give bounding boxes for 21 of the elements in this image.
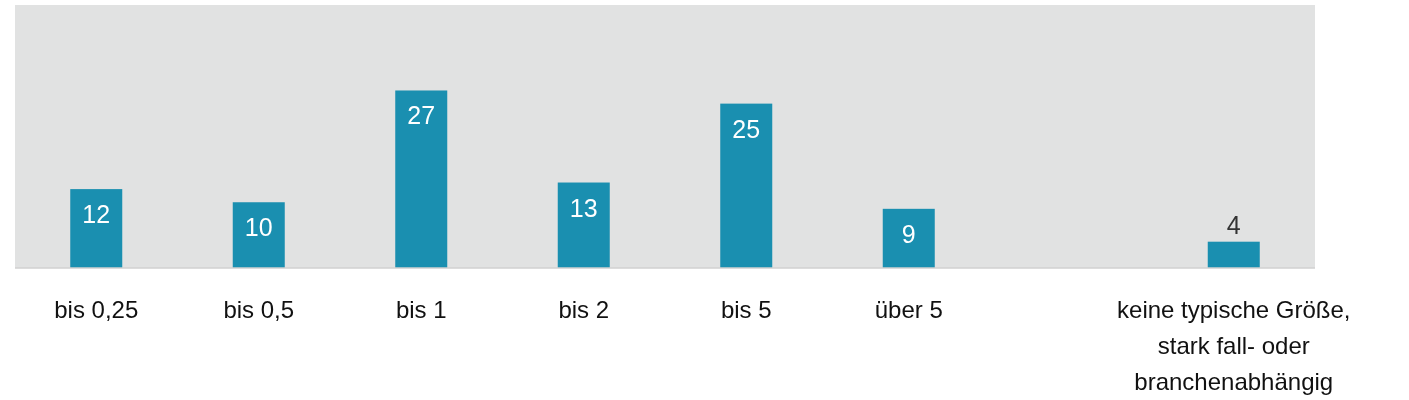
bar xyxy=(395,90,448,268)
x-tick-label: bis 2 xyxy=(558,296,610,323)
bar xyxy=(232,202,285,268)
x-tick-label: über 5 xyxy=(874,296,943,323)
bar xyxy=(1207,241,1260,268)
x-tick-label: keine typische Größe, stark fall- oder branchenabhängig xyxy=(1117,296,1351,395)
data-label: 9 xyxy=(901,219,916,248)
data-label: 10 xyxy=(244,213,273,242)
bar xyxy=(720,103,773,268)
data-label: 13 xyxy=(569,193,598,222)
x-tick-label: bis 5 xyxy=(720,296,772,323)
bar xyxy=(557,182,610,268)
bar xyxy=(70,189,123,268)
data-label: 4 xyxy=(1226,210,1241,239)
data-label: 25 xyxy=(732,114,761,143)
data-label: 12 xyxy=(82,200,111,229)
x-tick-label: bis 1 xyxy=(395,296,447,323)
x-tick-label: bis 0,25 xyxy=(54,296,139,323)
data-label: 27 xyxy=(407,101,436,130)
x-tick-label: bis 0,5 xyxy=(223,296,295,323)
bar xyxy=(882,208,935,268)
